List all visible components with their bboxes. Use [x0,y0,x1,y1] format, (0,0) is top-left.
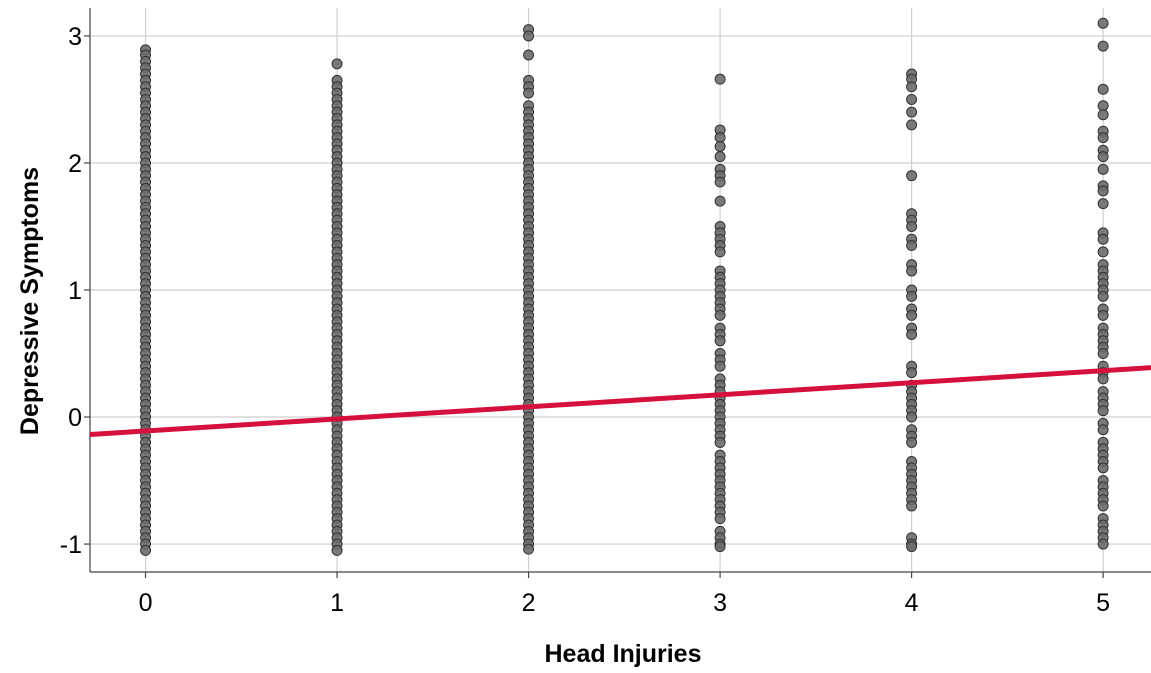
scatter-point [1097,132,1109,144]
scatter-point [1097,246,1109,258]
x-tick-label-3: 3 [713,589,727,617]
scatter-point [714,513,726,525]
tick-labels: 0 1 2 3 4 5 -1 0 1 2 3 [60,23,1110,617]
scatter-point [906,93,918,105]
fit-line [89,365,1151,437]
scatter-point [906,411,918,423]
x-tick-label-2: 2 [522,589,536,617]
scatter-point [714,140,726,152]
scatter-point [1097,163,1109,175]
scatter-point [523,87,535,99]
scatter-point [714,309,726,321]
y-tick-label-2: 1 [68,277,82,305]
x-tick-label-4: 4 [905,589,919,617]
scatter-point [1097,40,1109,52]
scatter-point [1097,405,1109,417]
scatter-point [714,541,726,553]
scatter-point [1097,500,1109,512]
scatter-point [1097,462,1109,474]
scatter-point [523,49,535,61]
scatter-point [523,30,535,42]
scatter-point [331,58,343,70]
scatter-point [1097,348,1109,360]
x-tick-label-0: 0 [139,589,153,617]
scatter-point [714,195,726,207]
scatter-point [906,290,918,302]
scatter-point [714,73,726,85]
scatter-point [906,436,918,448]
scatter-point [714,335,726,347]
scatter-point [1097,17,1109,29]
y-tick-label-0: -1 [60,531,82,559]
scatter-point [906,81,918,93]
x-axis-title: Head Injuries [545,640,702,668]
scatter-point [523,543,535,555]
scatter-point [906,170,918,182]
scatter-point [714,360,726,372]
scatter-point [1097,309,1109,321]
y-tick-label-1: 0 [68,404,82,432]
scatter-point [1097,198,1109,210]
scatter-point [714,436,726,448]
scatter-point [331,544,343,556]
scatter-point [1097,290,1109,302]
scatter-point [1097,538,1109,550]
y-tick-label-4: 3 [68,23,82,51]
scatter-point [714,151,726,163]
scatter-point [1097,185,1109,197]
scatter-point [1097,233,1109,245]
data-points [140,17,1109,556]
scatter-point [1097,424,1109,436]
scatter-point [906,119,918,131]
scatter-point [906,265,918,277]
scatter-point [906,500,918,512]
scatter-point [906,220,918,232]
scatter-point [1097,109,1109,121]
scatter-point [1097,373,1109,385]
y-tick-label-3: 2 [68,150,82,178]
scatter-point [1097,83,1109,95]
y-axis-title: Depressive Symptoms [16,167,44,435]
fit-line-group [89,365,1151,437]
scatter-point [714,176,726,188]
scatter-point [906,328,918,340]
axes [84,8,1151,578]
gridlines [90,8,1151,572]
scatter-point [140,544,152,556]
x-tick-label-5: 5 [1096,589,1110,617]
scatter-point [1097,151,1109,163]
scatter-point [906,309,918,321]
scatter-point [906,240,918,252]
x-tick-label-1: 1 [330,589,344,617]
scatter-point [714,246,726,258]
scatter-point [906,106,918,118]
scatter-point [906,367,918,379]
scatter-point [906,541,918,553]
